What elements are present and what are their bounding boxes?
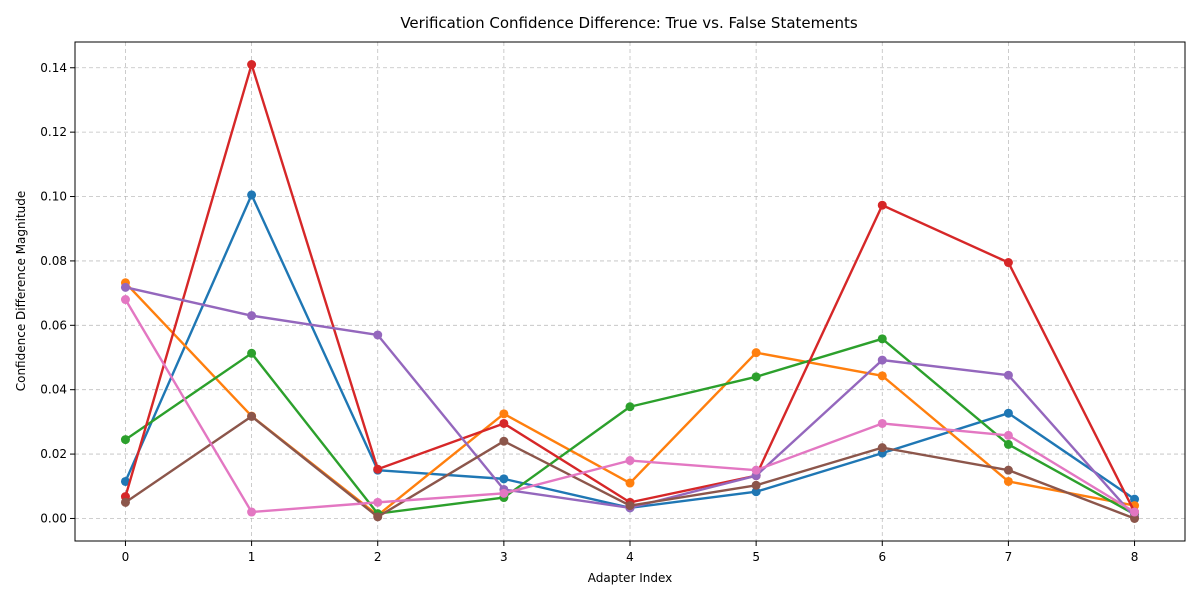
series-7 [120,295,1140,517]
data-point [1130,513,1140,523]
data-point [1003,430,1013,440]
data-point [120,295,130,305]
data-point [625,501,635,511]
data-point [625,456,635,466]
y-tick-label: 0.08 [40,254,67,268]
data-point [1003,465,1013,475]
data-point [751,487,761,497]
x-tick-label: 2 [374,550,382,564]
data-point [877,355,887,365]
data-point [877,200,887,210]
x-tick-label: 3 [500,550,508,564]
data-point [120,282,130,292]
data-point [751,372,761,382]
data-point [120,435,130,445]
data-point [499,488,509,498]
ticks: 0 1 2 3 4 5 6 7 8 0.00 0.02 0.04 0.06 0.08 0.10 0.12 0.1… [40,61,1138,564]
y-tick-label: 0.00 [40,511,67,525]
data-point [499,474,509,484]
chart-title: Verification Confidence Difference: True… [400,14,858,32]
data-point [751,480,761,490]
data-point [373,512,383,522]
y-tick-label: 0.14 [40,61,67,75]
data-point [1130,507,1140,517]
x-tick-label: 6 [878,550,886,564]
data-point [373,464,383,474]
data-point [751,465,761,475]
data-point [751,348,761,358]
data-point [625,402,635,412]
data-point [1003,408,1013,418]
y-tick-label: 0.04 [40,383,67,397]
data-point [499,409,509,419]
y-tick-label: 0.12 [40,125,67,139]
data-point [1003,258,1013,268]
data-point [247,190,257,200]
y-axis-label: Confidence Difference Magnitude [14,191,28,392]
data-point [247,507,257,517]
data-point [877,334,887,344]
series-6 [120,411,1140,523]
x-tick-label: 8 [1131,550,1139,564]
data-point [120,476,130,486]
data-point [625,478,635,488]
series-group [120,60,1140,523]
data-point [247,411,257,421]
data-point [1003,370,1013,380]
data-point [247,60,257,70]
x-tick-label: 7 [1005,550,1013,564]
x-tick-label: 5 [752,550,760,564]
y-tick-label: 0.06 [40,318,67,332]
x-tick-label: 0 [122,550,130,564]
data-point [499,436,509,446]
x-tick-label: 1 [248,550,256,564]
data-point [877,371,887,381]
data-point [499,418,509,428]
data-point [1003,476,1013,486]
y-tick-label: 0.10 [40,190,67,204]
x-axis-label: Adapter Index [588,571,672,585]
y-tick-label: 0.02 [40,447,67,461]
data-point [120,497,130,507]
data-point [1130,494,1140,504]
data-point [877,443,887,453]
data-point [373,497,383,507]
data-point [1003,439,1013,449]
data-point [247,311,257,321]
data-point [877,418,887,428]
data-point [247,348,257,358]
x-tick-label: 4 [626,550,634,564]
data-point [373,330,383,340]
